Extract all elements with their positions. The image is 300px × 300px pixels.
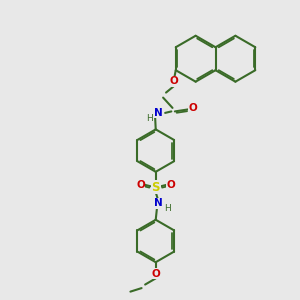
Text: O: O	[167, 180, 176, 190]
Text: O: O	[136, 180, 145, 190]
Text: O: O	[188, 103, 197, 113]
Text: H: H	[164, 204, 171, 213]
Text: H: H	[146, 114, 153, 123]
Text: O: O	[152, 269, 160, 279]
Text: N: N	[154, 198, 163, 208]
Text: O: O	[170, 76, 179, 86]
Text: N: N	[154, 108, 163, 118]
Text: S: S	[152, 181, 160, 194]
